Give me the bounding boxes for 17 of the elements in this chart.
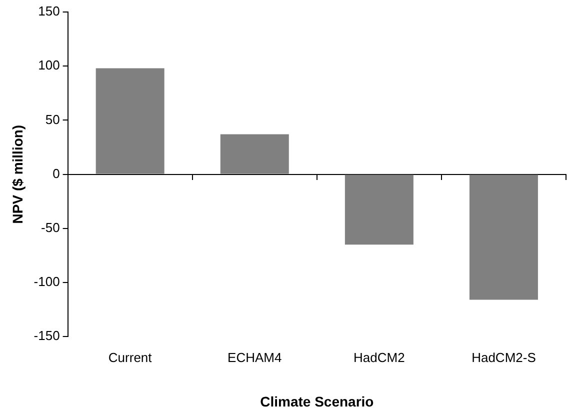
bar <box>344 174 414 245</box>
y-axis-title: NPV ($ million) <box>9 124 26 224</box>
y-tick-label: 50 <box>45 112 60 127</box>
y-tick-label: -50 <box>41 220 60 235</box>
x-tick-label: HadCM2 <box>354 350 405 365</box>
x-tick-label: Current <box>108 350 152 365</box>
bar <box>96 68 164 174</box>
bar <box>220 134 289 174</box>
bar <box>469 174 538 300</box>
y-tick-label: 150 <box>38 4 60 19</box>
y-tick-label: -100 <box>34 274 60 290</box>
x-tick-label: ECHAM4 <box>228 350 282 365</box>
y-tick-label: 100 <box>38 58 60 73</box>
x-axis-title: Climate Scenario <box>260 393 374 410</box>
y-tick-label: 0 <box>52 166 60 181</box>
x-tick-label: HadCM2-S <box>472 350 536 365</box>
y-tick-label: -150 <box>34 328 60 344</box>
